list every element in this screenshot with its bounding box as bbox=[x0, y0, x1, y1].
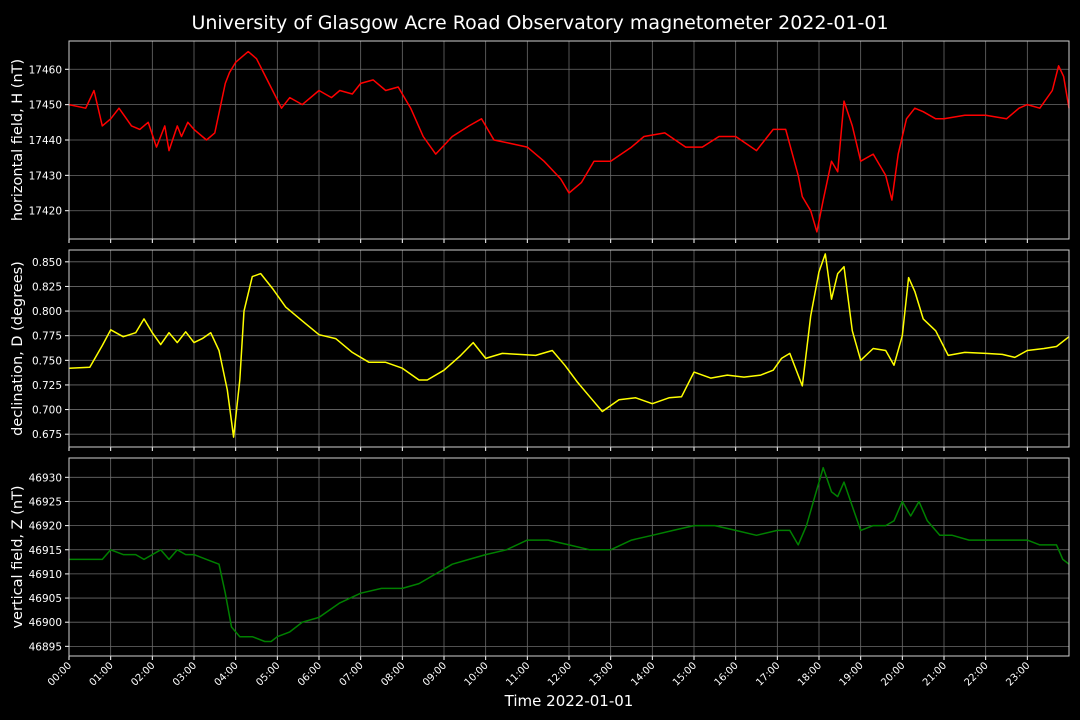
x-tick-label: 04:00 bbox=[213, 660, 241, 688]
vertical-field-y-tick-label: 46910 bbox=[29, 569, 62, 581]
x-tick-label: 05:00 bbox=[254, 660, 282, 688]
vertical-field-y-tick-label: 46925 bbox=[29, 496, 62, 508]
x-tick-label: 01:00 bbox=[88, 660, 116, 688]
vertical-field-y-tick-label: 46900 bbox=[29, 617, 62, 629]
x-tick-label: 02:00 bbox=[129, 660, 157, 688]
x-tick-label: 19:00 bbox=[838, 660, 866, 688]
horizontal-field-frame bbox=[68, 40, 1070, 240]
horizontal-field-y-axis-label: horizontal field, H (nT) bbox=[10, 59, 26, 221]
horizontal-field-series-line bbox=[68, 50, 1070, 233]
declination-y-tick-label: 0.675 bbox=[32, 429, 62, 441]
x-axis-label: Time 2022-01-01 bbox=[504, 692, 634, 710]
vertical-field-frame bbox=[68, 457, 1070, 657]
x-tick-label: 03:00 bbox=[171, 660, 199, 688]
declination-y-tick-label: 0.750 bbox=[32, 355, 62, 367]
declination-y-tick-label: 0.775 bbox=[32, 331, 62, 343]
vertical-field-y-tick-label: 46905 bbox=[29, 593, 62, 605]
horizontal-field-y-tick-label: 17460 bbox=[29, 64, 62, 76]
x-tick-label: 08:00 bbox=[379, 660, 407, 688]
declination-y-tick-label: 0.800 bbox=[32, 306, 62, 318]
declination-series-line bbox=[68, 253, 1070, 438]
declination-y-tick-label: 0.725 bbox=[32, 380, 62, 392]
declination-y-axis-label: declination, D (degrees) bbox=[10, 261, 26, 436]
declination-panel: 0.675 0.700 0.725 0.750 0.775 0.800 0.825 0.850… bbox=[10, 249, 1070, 451]
vertical-field-y-tick-label: 46895 bbox=[29, 641, 62, 653]
x-tick-label: 11:00 bbox=[504, 660, 532, 688]
declination-y-tick-label: 0.850 bbox=[32, 257, 62, 269]
vertical-field-y-tick-label: 46930 bbox=[29, 472, 62, 484]
vertical-field-y-tick-label: 46915 bbox=[29, 545, 62, 557]
horizontal-field-y-tick-label: 17420 bbox=[29, 206, 62, 218]
x-tick-label: 21:00 bbox=[921, 660, 949, 688]
horizontal-field-y-tick-label: 17440 bbox=[29, 135, 62, 147]
x-tick-label: 14:00 bbox=[629, 660, 657, 688]
x-tick-label: 16:00 bbox=[713, 660, 741, 688]
x-tick-label: 06:00 bbox=[296, 660, 324, 688]
vertical-field-series-line bbox=[69, 466, 1070, 643]
vertical-field-y-axis-label: vertical field, Z (nT) bbox=[10, 485, 26, 628]
x-tick-label: 12:00 bbox=[546, 660, 574, 688]
x-tick-label: 22:00 bbox=[963, 660, 991, 688]
vertical-field-y-tick-label: 46920 bbox=[29, 521, 62, 533]
declination-frame bbox=[68, 249, 1070, 448]
x-tick-label: 00:00 bbox=[46, 660, 74, 688]
chart-title: University of Glasgow Acre Road Observat… bbox=[191, 12, 888, 34]
declination-y-tick-label: 0.700 bbox=[32, 405, 62, 417]
x-tick-label: 15:00 bbox=[671, 660, 699, 688]
horizontal-field-y-tick-label: 17430 bbox=[29, 170, 62, 182]
vertical-field-panel: 46895 46900 46905 46910 46915 46920 46925 46930… bbox=[10, 457, 1070, 660]
x-tick-label: 10:00 bbox=[463, 660, 491, 688]
x-tick-label: 17:00 bbox=[754, 660, 782, 688]
x-tick-label: 13:00 bbox=[588, 660, 616, 688]
x-tick-label: 18:00 bbox=[796, 660, 824, 688]
x-tick-label: 09:00 bbox=[421, 660, 449, 688]
x-tick-label: 20:00 bbox=[879, 660, 907, 688]
x-tick-label: 07:00 bbox=[338, 660, 366, 688]
x-tick-label: 23:00 bbox=[1004, 660, 1032, 688]
horizontal-field-y-tick-label: 17450 bbox=[29, 100, 62, 112]
declination-y-tick-label: 0.825 bbox=[32, 281, 62, 293]
